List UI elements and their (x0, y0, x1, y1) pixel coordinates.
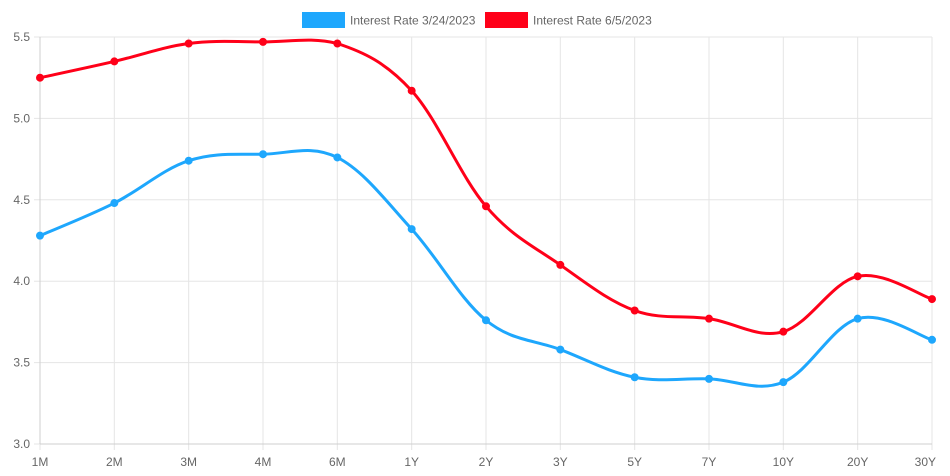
x-tick-label: 10Y (773, 455, 794, 469)
series-0-point-3Y[interactable] (556, 345, 565, 354)
series-0-point-3M[interactable] (184, 156, 193, 165)
y-axis: 3.0 3.5 4.0 4.5 5.0 5.5 (13, 30, 30, 451)
x-tick-label: 1M (32, 455, 49, 469)
series-0-point-10Y[interactable] (779, 378, 788, 387)
x-tick-label: 3M (180, 455, 197, 469)
y-tick-label: 5.0 (13, 111, 30, 125)
legend-swatch (302, 12, 345, 28)
series-1-point-3Y[interactable] (556, 260, 565, 269)
series (36, 37, 936, 388)
series-0-point-1M[interactable] (36, 231, 44, 240)
series-1-point-7Y[interactable] (705, 314, 713, 323)
y-tick-label: 4.5 (13, 193, 30, 207)
x-tick-label: 1Y (404, 455, 419, 469)
series-1-point-20Y[interactable] (853, 272, 862, 281)
series-1-point-3M[interactable] (184, 39, 193, 48)
series-0-point-4M[interactable] (259, 150, 267, 159)
grid (34, 36, 933, 450)
x-tick-label: 3Y (553, 455, 568, 469)
series-1-point-30Y[interactable] (928, 295, 936, 304)
series-1-point-2Y[interactable] (482, 202, 490, 211)
series-1-point-1M[interactable] (36, 73, 44, 82)
series-1-point-1Y[interactable] (407, 86, 416, 95)
series-1-point-4M[interactable] (259, 37, 267, 46)
y-tick-label: 4.0 (13, 274, 30, 288)
legend-label: Interest Rate 6/5/2023 (533, 14, 652, 28)
x-axis: 1M 2M 3M 4M 6M 1Y 2Y 3Y 5Y 7Y 10Y 20Y 30Y (32, 455, 936, 469)
x-tick-label: 4M (255, 455, 272, 469)
x-tick-label: 5Y (627, 455, 642, 469)
series-0-point-7Y[interactable] (705, 374, 713, 383)
series-0-point-20Y[interactable] (853, 314, 862, 323)
legend-item-1[interactable]: Interest Rate 6/5/2023 (485, 12, 652, 28)
x-tick-label: 6M (329, 455, 346, 469)
x-tick-label: 7Y (702, 455, 717, 469)
y-tick-label: 5.5 (13, 30, 30, 44)
x-tick-label: 20Y (847, 455, 868, 469)
series-0-point-2M[interactable] (110, 199, 119, 208)
series-1-point-10Y[interactable] (779, 327, 788, 336)
series-0-point-6M[interactable] (333, 153, 342, 162)
series-1-point-5Y[interactable] (630, 306, 639, 315)
series-0-point-2Y[interactable] (482, 316, 490, 325)
series-1-point-2M[interactable] (110, 57, 119, 66)
x-tick-label: 30Y (915, 455, 936, 469)
x-tick-label: 2M (106, 455, 123, 469)
series-0-point-30Y[interactable] (928, 335, 936, 344)
legend-label: Interest Rate 3/24/2023 (350, 14, 476, 28)
y-tick-label: 3.0 (13, 437, 30, 451)
y-tick-label: 3.5 (13, 356, 30, 370)
series-0-point-5Y[interactable] (630, 373, 639, 382)
series-0-point-1Y[interactable] (407, 225, 416, 234)
legend-item-0[interactable]: Interest Rate 3/24/2023 (302, 12, 476, 28)
legend-swatch (485, 12, 528, 28)
series-1-point-6M[interactable] (333, 39, 342, 48)
legend[interactable]: Interest Rate 3/24/2023 Interest Rate 6/5… (302, 12, 652, 28)
x-tick-label: 2Y (479, 455, 494, 469)
